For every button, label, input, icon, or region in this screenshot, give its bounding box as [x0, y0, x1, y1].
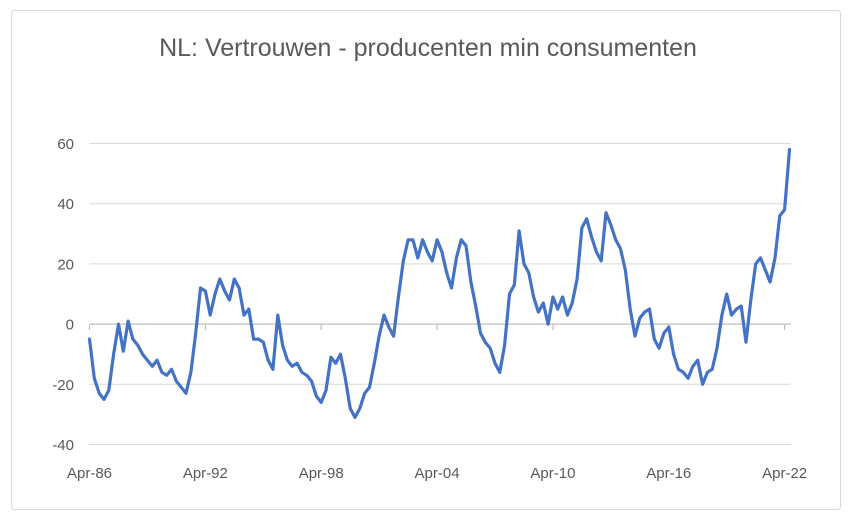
series-line [87, 147, 792, 419]
chart-frame [11, 10, 841, 510]
y-tick-label: 20 [57, 256, 74, 273]
chart-title: NL: Vertrouwen - producenten min consume… [159, 34, 697, 62]
y-tick-label: -20 [52, 377, 74, 394]
y-tick-label: -40 [52, 437, 74, 454]
x-tick-label: Apr-22 [762, 465, 807, 482]
y-axis-labels: 60 40 20 0 -20 -40 [52, 136, 74, 454]
category-axis [88, 323, 791, 331]
y-tick-label: 40 [57, 196, 74, 213]
y-tick-label: 0 [66, 317, 74, 334]
x-tick-label: Apr-98 [299, 465, 344, 482]
x-tick-label: Apr-92 [183, 465, 228, 482]
x-tick-label: Apr-86 [67, 465, 112, 482]
x-axis-labels: Apr-86 Apr-92 Apr-98 Apr-04 Apr-10 Apr-16 Apr-… [67, 465, 807, 482]
gridlines [89, 143, 791, 445]
x-tick-label: Apr-04 [415, 465, 460, 482]
x-tick-label: Apr-16 [646, 465, 691, 482]
x-tick-label: Apr-10 [530, 465, 575, 482]
y-tick-label: 60 [57, 136, 74, 153]
series-path [87, 147, 792, 419]
